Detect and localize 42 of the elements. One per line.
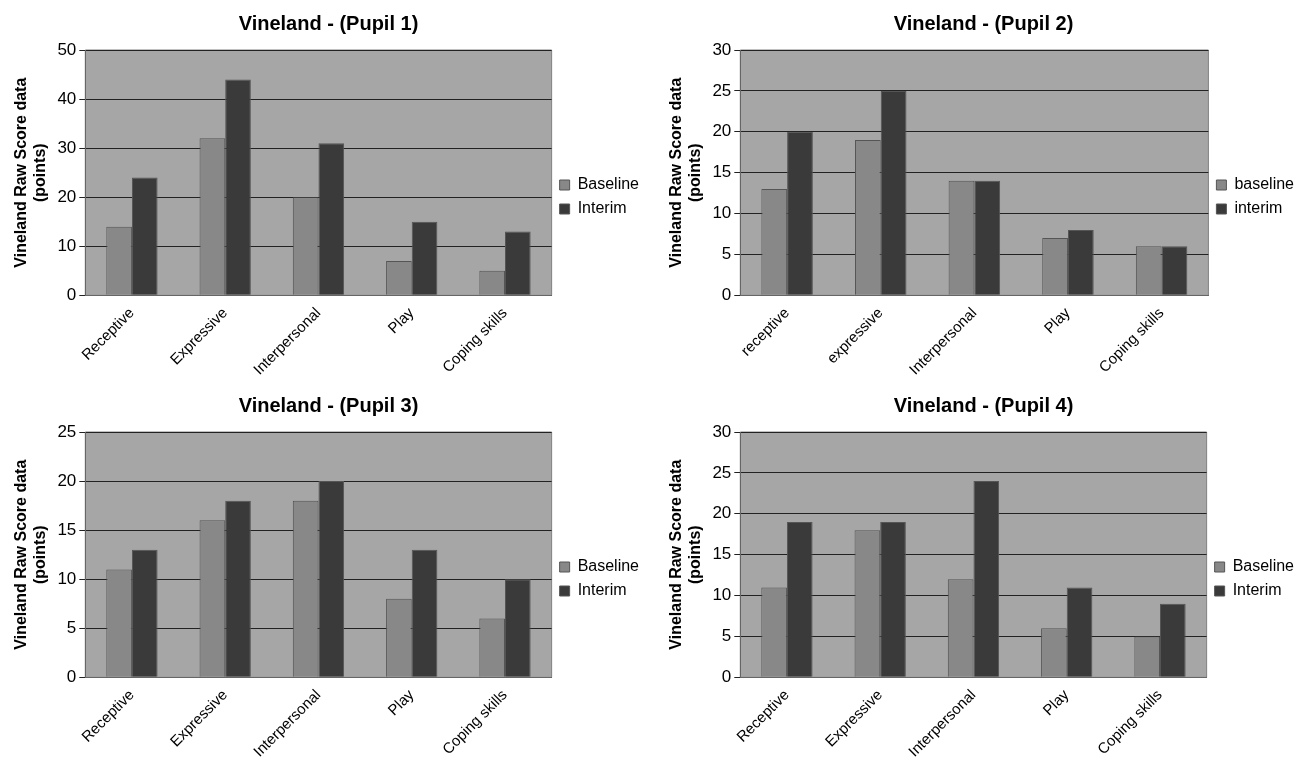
legend-label: Interim: [1232, 581, 1282, 599]
y-tick-label: 0: [721, 667, 732, 687]
y-tick-label: 10: [712, 585, 732, 605]
y-tick-label: 15: [712, 544, 732, 564]
chart-title: Vineland - (Pupil 4): [893, 393, 1074, 416]
y-tick-label: 30: [57, 137, 77, 157]
legend-label: Baseline: [1232, 557, 1295, 575]
y-tick-label: 25: [712, 80, 732, 100]
y-tick-label: 0: [721, 285, 732, 305]
y-tick-label: 15: [712, 162, 732, 182]
y-tick-label: 5: [721, 626, 732, 646]
y-tick-label: 10: [57, 235, 77, 255]
y-tick-label: 25: [712, 462, 732, 482]
y-axis-title: Vineland Raw Score data (points): [667, 459, 704, 650]
y-tick-label: 30: [712, 421, 732, 441]
y-axis-title: Vineland Raw Score data (points): [12, 77, 49, 268]
legend-label: Interim: [577, 199, 627, 217]
chart-title: Vineland - (Pupil 1): [238, 11, 419, 34]
y-tick-label: 40: [57, 88, 77, 108]
y-tick-label: 20: [57, 470, 77, 490]
y-axis-title: Vineland Raw Score data (points): [12, 459, 49, 650]
y-tick-label: 10: [712, 203, 732, 223]
y-tick-label: 0: [66, 667, 77, 687]
y-tick-label: 5: [721, 244, 732, 264]
legend-label: interim: [1234, 199, 1283, 217]
chart-title: Vineland - (Pupil 3): [238, 393, 419, 416]
legend-label: Baseline: [577, 175, 640, 193]
y-tick-label: 10: [57, 568, 77, 588]
y-tick-label: 20: [57, 186, 77, 206]
chart-title: Vineland - (Pupil 2): [893, 11, 1074, 34]
y-tick-label: 20: [712, 503, 732, 523]
legend-label: baseline: [1234, 175, 1295, 193]
y-tick-label: 25: [57, 421, 77, 441]
y-tick-label: 50: [57, 39, 77, 59]
y-axis-title: Vineland Raw Score data (points): [667, 77, 704, 268]
y-tick-label: 20: [712, 121, 732, 141]
y-tick-label: 5: [66, 617, 77, 637]
legend-label: Baseline: [577, 557, 640, 575]
y-tick-label: 30: [712, 39, 732, 59]
y-tick-label: 15: [57, 519, 77, 539]
legend-label: Interim: [577, 581, 627, 599]
y-tick-label: 0: [66, 285, 77, 305]
